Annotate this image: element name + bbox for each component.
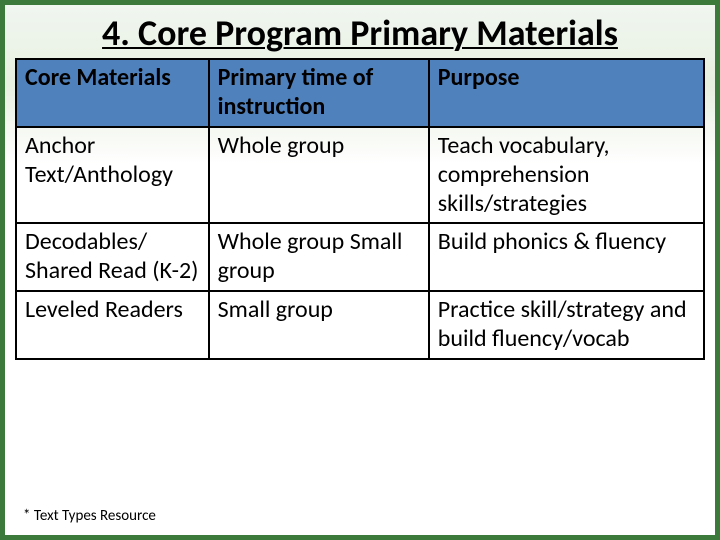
cell-purpose: Practice skill/strategy and build fluenc… xyxy=(429,291,704,359)
materials-table-wrap: Core Materials Primary time of instructi… xyxy=(5,58,715,359)
col-header-time: Primary time of instruction xyxy=(209,59,429,127)
col-header-purpose: Purpose xyxy=(429,59,704,127)
cell-purpose: Teach vocabulary, comprehension skills/s… xyxy=(429,127,704,223)
table-row: Anchor Text/Anthology Whole group Teach … xyxy=(16,127,704,223)
cell-time: Whole group Small group xyxy=(209,223,429,291)
slide-title: 4. Core Program Primary Materials xyxy=(5,5,715,58)
cell-purpose: Build phonics & fluency xyxy=(429,223,704,291)
footnote: * Text Types Resource xyxy=(23,507,156,525)
cell-material: Anchor Text/Anthology xyxy=(16,127,209,223)
cell-material: Leveled Readers xyxy=(16,291,209,359)
slide-container: 4. Core Program Primary Materials Core M… xyxy=(0,0,720,540)
cell-time: Whole group xyxy=(209,127,429,223)
materials-table: Core Materials Primary time of instructi… xyxy=(15,58,705,359)
table-row: Decodables/ Shared Read (K-2) Whole grou… xyxy=(16,223,704,291)
cell-time: Small group xyxy=(209,291,429,359)
table-row: Leveled Readers Small group Practice ski… xyxy=(16,291,704,359)
cell-material: Decodables/ Shared Read (K-2) xyxy=(16,223,209,291)
col-header-materials: Core Materials xyxy=(16,59,209,127)
table-header-row: Core Materials Primary time of instructi… xyxy=(16,59,704,127)
